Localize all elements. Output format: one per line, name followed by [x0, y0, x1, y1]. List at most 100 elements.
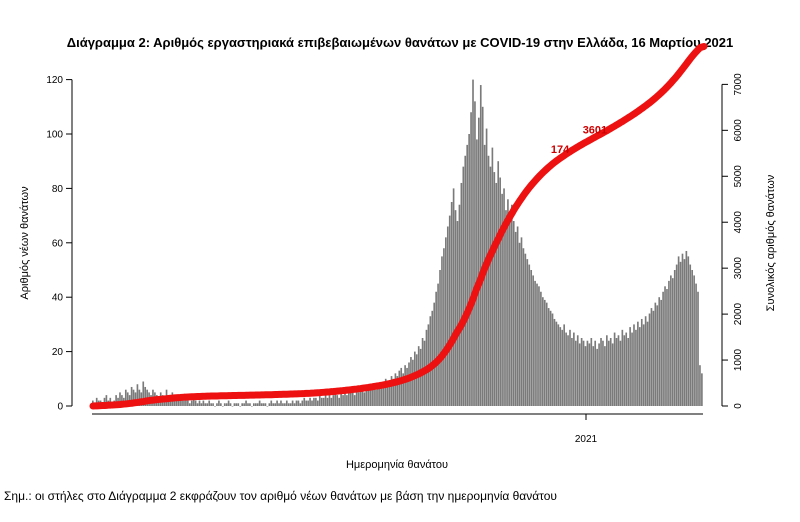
daily-bar [617, 335, 620, 406]
daily-bar [187, 400, 189, 406]
daily-bar [598, 343, 600, 406]
daily-bar [254, 403, 257, 406]
daily-bar [701, 373, 703, 406]
daily-bar [538, 286, 540, 406]
daily-bar [95, 397, 98, 406]
daily-bar [456, 221, 459, 406]
daily-bar [192, 397, 195, 406]
daily-bar [144, 386, 147, 406]
daily-bar [382, 381, 385, 406]
daily-bar [190, 400, 193, 406]
daily-bar [540, 291, 542, 406]
daily-bar [699, 365, 701, 406]
daily-bar [429, 316, 432, 406]
daily-bar [559, 327, 562, 406]
daily-bar [441, 256, 443, 406]
daily-bar [689, 264, 692, 406]
daily-bar [126, 392, 129, 406]
daily-bar [379, 386, 381, 406]
daily-bar [359, 389, 362, 406]
daily-bar [481, 106, 484, 407]
daily-bar [530, 270, 533, 406]
daily-bar [567, 335, 569, 406]
daily-bar [402, 373, 404, 406]
daily-bar [305, 400, 308, 406]
daily-bar [185, 397, 187, 406]
daily-bar [503, 188, 505, 406]
daily-bar [183, 400, 185, 406]
daily-bar [363, 392, 366, 406]
daily-bar [462, 166, 465, 406]
daily-bar [472, 79, 474, 406]
daily-bar [555, 321, 558, 406]
daily-bar [446, 226, 449, 406]
daily-bar [119, 392, 121, 406]
daily-bar [315, 397, 317, 406]
daily-bar [468, 134, 470, 406]
daily-bar [621, 329, 624, 406]
daily-bar [499, 177, 501, 406]
daily-bar [507, 199, 509, 406]
daily-bar [249, 403, 251, 406]
daily-bar [351, 392, 354, 406]
daily-bar [489, 166, 492, 406]
daily-bar [262, 403, 265, 406]
daily-bar [458, 204, 461, 406]
cumulative-annotation-label: 3601 [583, 124, 607, 136]
daily-bar [392, 378, 395, 406]
daily-bar [307, 400, 309, 406]
daily-bar [670, 275, 672, 406]
daily-bar [103, 397, 106, 406]
daily-bar [563, 324, 565, 406]
right-tick-label: 0 [733, 403, 744, 409]
daily-bar [251, 406, 253, 407]
daily-bar [381, 384, 383, 406]
daily-bar [276, 400, 278, 406]
daily-bar [353, 395, 356, 406]
daily-bar [241, 403, 244, 406]
daily-bar [124, 389, 127, 406]
daily-bar [328, 395, 331, 406]
daily-bar [666, 289, 668, 406]
daily-bar [243, 403, 245, 406]
daily-bar [365, 389, 368, 406]
cumulative-line [89, 42, 708, 410]
daily-bar [615, 338, 618, 406]
footnote: Σημ.: οι στήλες στο Διάγραμμα 2 εκφράζου… [4, 489, 557, 503]
daily-bar [693, 275, 695, 406]
daily-bar [524, 253, 527, 406]
daily-bar [340, 392, 342, 406]
daily-bar [200, 403, 203, 406]
daily-bar [132, 389, 135, 406]
daily-bar [536, 283, 538, 406]
daily-bar [586, 340, 589, 406]
right-tick-label: 1000 [733, 348, 744, 371]
daily-bar [576, 335, 579, 406]
daily-bar [633, 324, 635, 406]
daily-bar [400, 367, 403, 406]
daily-bar [284, 403, 286, 406]
daily-bar [551, 313, 554, 406]
daily-bar [309, 397, 311, 406]
right-tick-label: 5000 [733, 165, 744, 188]
daily-bar [582, 340, 585, 406]
daily-bar [188, 403, 191, 406]
daily-bar [181, 397, 183, 406]
daily-bar [557, 324, 560, 406]
daily-bar [611, 343, 614, 406]
daily-bar [452, 188, 455, 406]
right-axis-title: Συνολικός αριθμός θανάτων [765, 174, 777, 311]
daily-bar [600, 338, 602, 406]
daily-bar [660, 299, 662, 406]
right-tick-label: 4000 [733, 211, 744, 234]
daily-bar [627, 338, 629, 406]
daily-bar [460, 182, 463, 406]
daily-bar [212, 403, 214, 406]
daily-bar [619, 340, 622, 406]
daily-bar [130, 386, 133, 406]
chart-title: Διάγραμμα 2: Αριθμός εργαστηριακά επιβεβ… [66, 35, 734, 50]
daily-bar [301, 400, 304, 406]
daily-bar [342, 395, 344, 406]
daily-bar [474, 101, 476, 407]
